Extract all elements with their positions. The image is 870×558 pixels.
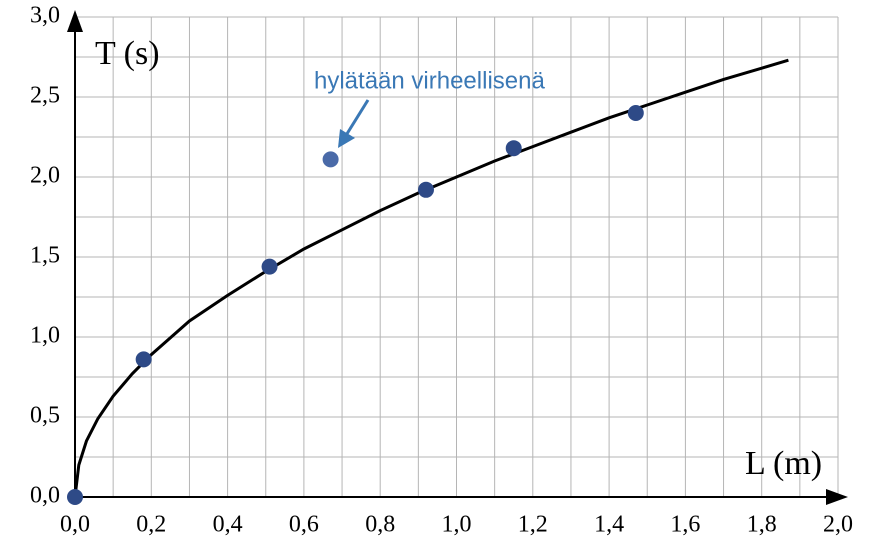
annotation-arrow-head: [338, 129, 355, 148]
x-tick-label: 2,0: [823, 512, 853, 538]
x-axis-arrow: [826, 489, 848, 505]
x-tick-label: 1,6: [670, 512, 700, 538]
y-tick-label: 1,0: [30, 323, 60, 349]
y-tick-label: 2,5: [30, 83, 60, 109]
data-point: [505, 140, 522, 157]
x-tick-label: 1,4: [594, 512, 624, 538]
y-tick-label: 1,5: [30, 243, 60, 269]
y-tick-label: 0,5: [30, 403, 60, 429]
x-tick-label: 0,6: [289, 512, 319, 538]
data-point: [261, 258, 278, 275]
data-point: [67, 489, 83, 505]
x-tick-label: 0,8: [365, 512, 395, 538]
y-tick-label: 0,0: [30, 483, 60, 509]
data-point: [322, 151, 339, 168]
x-tick-label: 1,8: [747, 512, 777, 538]
x-tick-label: 1,0: [442, 512, 472, 538]
y-tick-label: 3,0: [30, 3, 60, 29]
data-point: [417, 181, 434, 198]
annotation: hylätään virheellisenä: [314, 67, 545, 94]
data-point: [135, 351, 152, 368]
x-tick-label: 1,2: [518, 512, 548, 538]
x-axis-label: L (m): [745, 445, 822, 482]
x-tick-label: 0,2: [136, 512, 166, 538]
y-tick-label: 2,0: [30, 163, 60, 189]
y-axis-label: T (s): [95, 35, 160, 72]
y-axis-arrow: [67, 10, 83, 32]
data-point: [627, 105, 644, 121]
annotation-arrow: [343, 99, 370, 138]
x-tick-label: 0,4: [213, 512, 243, 538]
fit-curve: [73, 58, 789, 498]
x-tick-label: 0,0: [60, 512, 90, 538]
